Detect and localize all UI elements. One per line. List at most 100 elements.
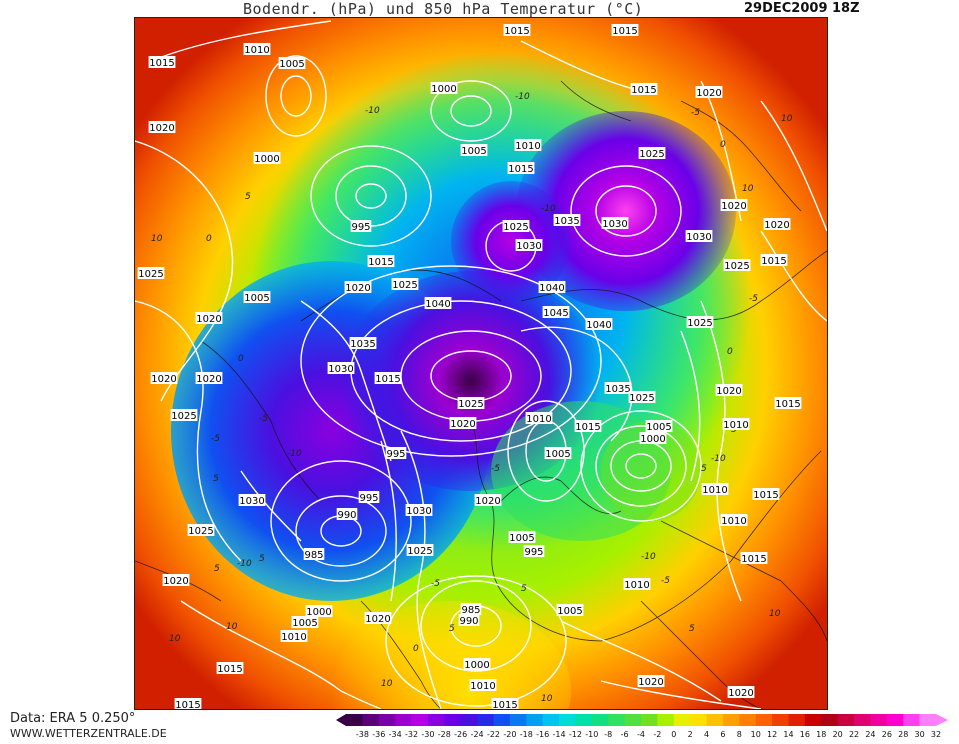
temperature-contour-label: 5 <box>245 192 251 202</box>
legend-swatch <box>706 714 724 726</box>
isobar-label: 1020 <box>344 281 372 294</box>
isobar-label: 1015 <box>507 162 535 175</box>
isobar-label: 1020 <box>148 121 176 134</box>
isobar-label: 1005 <box>243 291 271 304</box>
website-link[interactable]: WWW.WETTERZENTRALE.DE <box>10 727 167 740</box>
isobar-label: 990 <box>458 614 480 627</box>
legend-swatch <box>427 714 445 726</box>
svg-text:1025: 1025 <box>392 280 417 291</box>
legend-swatch <box>854 714 871 726</box>
svg-text:1015: 1015 <box>375 374 400 385</box>
legend-swatch <box>575 714 593 726</box>
legend-tick-label: -16 <box>536 730 549 739</box>
temperature-contour-label: -5 <box>431 579 440 589</box>
isobar-label: 985 <box>460 603 482 616</box>
svg-text:985: 985 <box>461 605 480 616</box>
svg-text:1010: 1010 <box>281 632 306 643</box>
isobar-label: 1005 <box>460 144 488 157</box>
svg-text:1005: 1005 <box>509 533 534 544</box>
isobar-label: 1015 <box>367 255 395 268</box>
svg-text:1005: 1005 <box>279 59 304 70</box>
legend-tick-label: 20 <box>833 730 843 739</box>
svg-text:1030: 1030 <box>516 241 541 252</box>
legend-tick-label: -34 <box>389 730 402 739</box>
legend-swatch <box>378 714 396 726</box>
temperature-contour-label: 0 <box>720 140 726 150</box>
svg-text:1005: 1005 <box>292 618 317 629</box>
legend-swatch <box>903 714 921 726</box>
weather-map: 1050-5-10-5105-1005-10-10-510100-505-101… <box>134 17 828 710</box>
temperature-contour-label: 0 <box>727 347 733 357</box>
isobar-label: 995 <box>385 447 407 460</box>
svg-text:1025: 1025 <box>639 149 664 160</box>
svg-text:1035: 1035 <box>605 384 630 395</box>
svg-text:1010: 1010 <box>702 485 727 496</box>
isobar-label: 1010 <box>525 412 553 425</box>
isobar-label: 1020 <box>695 86 723 99</box>
isobar-label: 1030 <box>601 217 629 230</box>
temperature-labels: 1050-5-10-5105-1005-10-10-510100-505-101… <box>151 92 793 704</box>
svg-text:1010: 1010 <box>526 414 551 425</box>
temperature-contour-label: 5 <box>213 474 219 484</box>
svg-text:1010: 1010 <box>244 45 269 56</box>
isobar-label: 1015 <box>611 24 639 37</box>
temperature-contour-label: -10 <box>641 552 656 562</box>
svg-text:1020: 1020 <box>196 314 221 325</box>
legend-tick-label: -4 <box>637 730 645 739</box>
svg-text:1020: 1020 <box>721 201 746 212</box>
legend-arrow-left <box>336 714 346 726</box>
isobar-label: 1015 <box>503 24 531 37</box>
isobar-label: 1020 <box>763 218 791 231</box>
svg-text:1020: 1020 <box>696 88 721 99</box>
isobar-label: 995 <box>358 491 380 504</box>
svg-text:1035: 1035 <box>554 216 579 227</box>
legend-tick-label: -26 <box>454 730 467 739</box>
temperature-contour-label: -10 <box>541 204 556 214</box>
temperature-contour-label: -5 <box>691 108 700 118</box>
svg-text:1000: 1000 <box>306 607 331 618</box>
isobar-label: 1005 <box>556 604 584 617</box>
svg-text:1005: 1005 <box>557 606 582 617</box>
legend-tick-label: -22 <box>487 730 500 739</box>
temperature-contour-label: 10 <box>781 114 793 124</box>
isobar-label: 1030 <box>238 494 266 507</box>
temperature-contour-label: 10 <box>151 234 163 244</box>
svg-text:1000: 1000 <box>640 434 665 445</box>
svg-text:1015: 1015 <box>504 26 529 37</box>
svg-text:1005: 1005 <box>461 146 486 157</box>
temperature-contour-label: 0 <box>413 644 419 654</box>
isobar-label: 1020 <box>727 686 755 699</box>
isobar-label: 1040 <box>424 297 452 310</box>
isobar-label: 1025 <box>391 278 419 291</box>
temperature-contour-label: -10 <box>287 449 302 459</box>
isobar-label: 1035 <box>553 214 581 227</box>
temperature-contour-label: 5 <box>701 464 707 474</box>
isobar-label: 1025 <box>457 397 485 410</box>
svg-text:1000: 1000 <box>431 84 456 95</box>
isobar-label: 1040 <box>585 318 613 331</box>
isobar-label: 1045 <box>542 306 570 319</box>
legend-swatch <box>804 714 822 726</box>
legend-swatch <box>493 714 511 726</box>
isobar-label: 1015 <box>774 397 802 410</box>
svg-text:1010: 1010 <box>470 681 495 692</box>
isobar-label: 1015 <box>574 420 602 433</box>
legend-swatch <box>346 714 363 726</box>
svg-text:995: 995 <box>386 449 405 460</box>
isobar-label: 1015 <box>491 698 519 709</box>
isobar-label: 1015 <box>148 56 176 69</box>
svg-text:1035: 1035 <box>350 339 375 350</box>
isobar-label: 1040 <box>538 281 566 294</box>
svg-text:1015: 1015 <box>149 58 174 69</box>
isobar-label: 1015 <box>174 698 202 709</box>
svg-text:1025: 1025 <box>138 269 163 280</box>
svg-text:1005: 1005 <box>646 422 671 433</box>
temperature-contour-label: -10 <box>711 454 726 464</box>
svg-text:1040: 1040 <box>539 283 564 294</box>
isobar-label: 1005 <box>291 616 319 629</box>
svg-text:1020: 1020 <box>716 386 741 397</box>
legend-tick-label: -8 <box>604 730 612 739</box>
legend-tick-label: 30 <box>915 730 925 739</box>
legend-tick-label: -30 <box>421 730 434 739</box>
legend-swatch <box>788 714 806 726</box>
